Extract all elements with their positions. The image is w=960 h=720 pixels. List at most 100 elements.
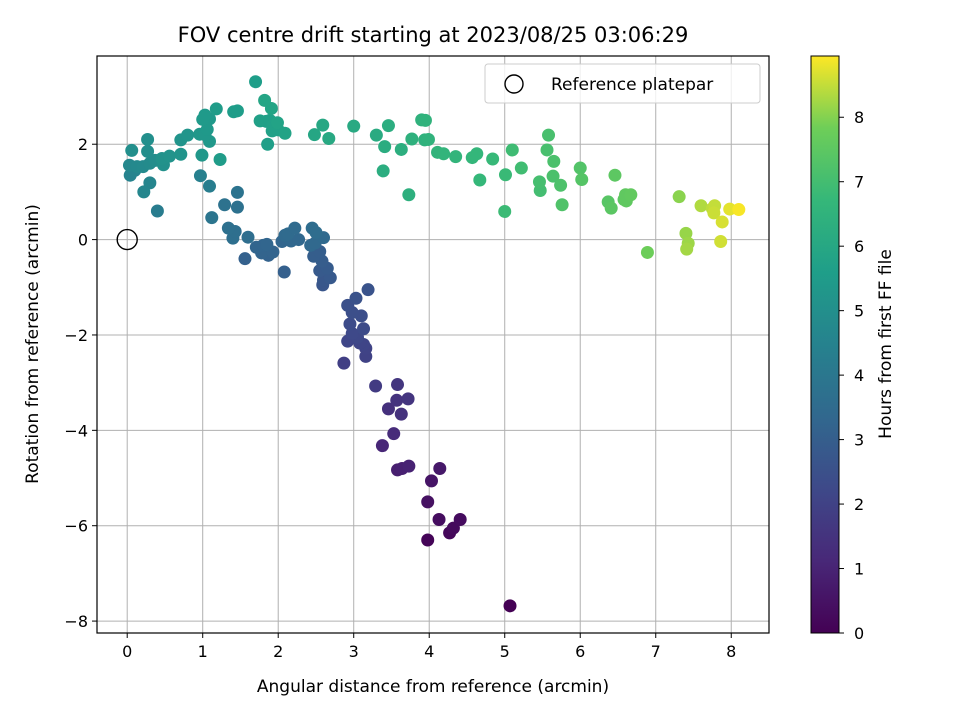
scatter-point <box>679 226 693 240</box>
scatter-point <box>218 198 232 212</box>
x-tick-label: 0 <box>122 642 132 661</box>
scatter-points <box>116 75 746 613</box>
y-tick-label: 0 <box>78 231 88 250</box>
plot-area-frame <box>96 55 770 634</box>
scatter-point <box>540 143 554 157</box>
scatter-point <box>258 93 272 107</box>
scatter-point <box>277 265 291 279</box>
scatter-point <box>322 131 336 145</box>
axis-ticks: 0 1 2 3 4 5 6 7 8 −8 −6 −4 −2 0 2 <box>64 135 736 661</box>
scatter-point <box>205 211 219 225</box>
scatter-point <box>278 126 292 140</box>
scatter-point <box>375 439 389 453</box>
scatter-point <box>394 407 408 421</box>
y-tick-label: −2 <box>64 326 88 345</box>
x-axis-label: Angular distance from reference (arcmin) <box>257 677 609 697</box>
scatter-point <box>624 188 638 202</box>
scatter-point <box>532 175 546 189</box>
colorbar-ticks: 0 1 2 3 4 5 6 7 8 <box>839 108 864 643</box>
colorbar-tick-label: 7 <box>854 173 864 192</box>
scatter-point <box>307 128 321 142</box>
colorbar-tick-label: 0 <box>854 624 864 643</box>
colorbar-tick-label: 5 <box>854 302 864 321</box>
scatter-point <box>378 140 392 154</box>
scatter-point <box>608 168 622 182</box>
scatter-point <box>546 169 560 183</box>
scatter-point <box>174 147 188 161</box>
x-tick-label: 8 <box>726 642 736 661</box>
scatter-point <box>260 237 274 251</box>
scatter-point <box>381 119 395 133</box>
scatter-point <box>316 118 330 132</box>
scatter-point <box>141 144 155 158</box>
scatter-point <box>421 132 435 146</box>
scatter-point <box>213 152 227 166</box>
scatter-point <box>514 161 528 175</box>
scatter-point <box>349 291 363 305</box>
scatter-point <box>381 402 395 416</box>
scatter-point <box>473 173 487 187</box>
scatter-point <box>503 599 517 613</box>
scatter-point <box>309 225 323 239</box>
scatter-point <box>209 102 223 116</box>
scatter-point <box>421 533 435 547</box>
scatter-point <box>715 215 729 229</box>
scatter-point <box>343 317 357 331</box>
colorbar-gradient <box>810 55 840 634</box>
chart-title: FOV centre drift starting at 2023/08/25 … <box>178 23 689 47</box>
colorbar-tick-label: 3 <box>854 431 864 450</box>
colorbar-tick-label: 1 <box>854 560 864 579</box>
scatter-point <box>361 283 375 297</box>
x-tick-label: 4 <box>424 642 434 661</box>
scatter-point <box>732 203 746 217</box>
scatter-point <box>387 427 401 441</box>
x-tick-label: 2 <box>273 642 283 661</box>
legend-label-reference: Reference platepar <box>551 75 713 95</box>
scatter-point <box>486 152 500 166</box>
scatter-point <box>270 116 284 130</box>
scatter-point <box>195 148 209 162</box>
scatter-point <box>230 104 244 118</box>
scatter-point <box>418 113 432 127</box>
scatter-point <box>391 378 405 392</box>
scatter-point <box>347 119 361 133</box>
scatter-point <box>337 356 351 370</box>
scatter-point <box>181 128 195 142</box>
scatter-point <box>714 234 728 248</box>
scatter-point <box>573 161 587 175</box>
x-tick-label: 5 <box>500 642 510 661</box>
scatter-point <box>498 204 512 218</box>
scatter-point <box>125 143 139 157</box>
y-tick-label: 2 <box>78 135 88 154</box>
scatter-point <box>198 108 212 122</box>
legend-box <box>484 63 761 104</box>
scatter-point <box>424 474 438 488</box>
scatter-point <box>141 132 155 146</box>
colorbar: 0 1 2 3 4 5 6 7 8 Hours from first FF file <box>810 55 896 643</box>
scatter-point <box>150 204 164 218</box>
scatter-point <box>680 242 694 256</box>
colorbar-tick-label: 8 <box>854 108 864 127</box>
scatter-point <box>238 252 252 266</box>
scatter-point <box>437 147 451 161</box>
y-tick-label: −8 <box>64 612 88 631</box>
scatter-point <box>672 190 686 204</box>
colorbar-tick-label: 6 <box>854 237 864 256</box>
scatter-point <box>369 128 383 142</box>
scatter-point <box>575 173 589 187</box>
x-tick-label: 1 <box>198 642 208 661</box>
y-tick-label: −6 <box>64 517 88 536</box>
scatter-point <box>137 185 151 199</box>
x-tick-label: 6 <box>575 642 585 661</box>
scatter-point <box>604 201 618 215</box>
scatter-point <box>203 179 217 193</box>
y-tick-label: −4 <box>64 421 88 440</box>
scatter-point <box>401 392 415 406</box>
y-axis-label: Rotation from reference (arcmin) <box>23 204 43 484</box>
scatter-point <box>421 495 435 509</box>
reference-platepar-marker <box>116 228 138 251</box>
colorbar-tick-label: 4 <box>854 366 864 385</box>
x-tick-label: 7 <box>651 642 661 661</box>
scatter-point <box>402 188 416 202</box>
